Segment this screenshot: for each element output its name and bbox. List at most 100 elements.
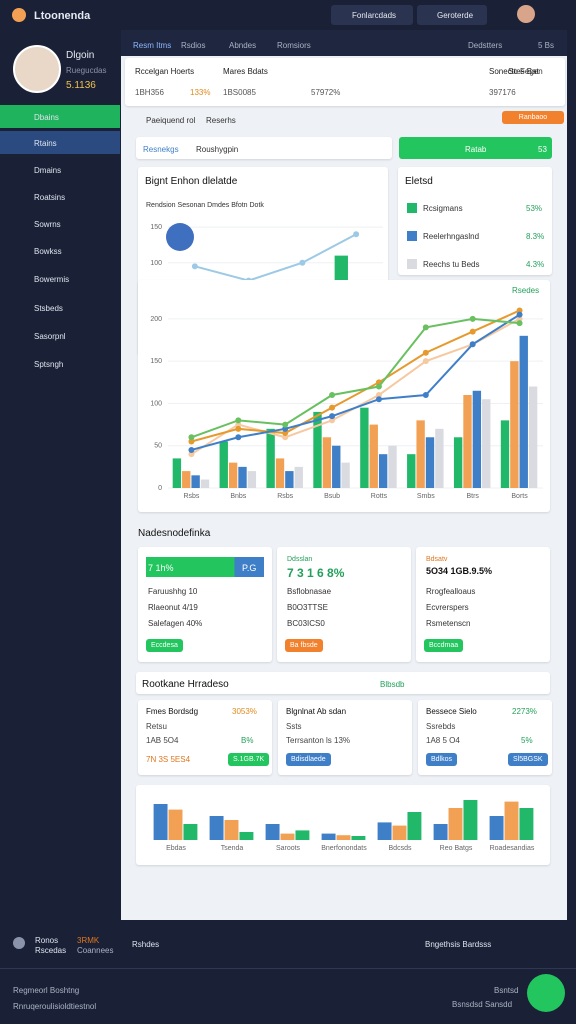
sidebar-label: Dbains bbox=[34, 113, 59, 122]
point bbox=[188, 451, 195, 458]
bar bbox=[448, 808, 463, 840]
bar bbox=[200, 479, 210, 488]
filter-select[interactable] bbox=[136, 137, 392, 159]
bar bbox=[369, 424, 378, 488]
list-swatch bbox=[407, 231, 417, 241]
bar bbox=[433, 824, 448, 840]
card-button[interactable]: Eccdesa bbox=[146, 639, 183, 652]
bar bbox=[407, 454, 416, 488]
search-row-text: Paeiquend rol bbox=[146, 116, 196, 125]
card-line: BC03ICS0 bbox=[287, 619, 325, 628]
bottom-link[interactable]: Rshdes bbox=[132, 940, 160, 949]
point bbox=[299, 259, 306, 266]
x-tick-label: Tsenda bbox=[221, 845, 244, 852]
bar bbox=[416, 420, 425, 488]
bar bbox=[463, 395, 472, 488]
bar bbox=[504, 801, 519, 840]
card-button[interactable]: Ba fbsde bbox=[285, 639, 323, 652]
section2: Fmes Bordsdg 3053% Retsu 1AB 5O4 B% 7N 3S 5ES… bbox=[138, 700, 552, 775]
avatar[interactable] bbox=[517, 5, 535, 23]
user-menu[interactable] bbox=[417, 5, 487, 25]
list-title: Eletsd bbox=[405, 176, 433, 187]
point bbox=[516, 307, 523, 314]
stats: Rccelgan Hoerts 1BH356 133% Mares Bdats 1BS0… bbox=[125, 58, 565, 106]
x-tick-label: Bnerfonondats bbox=[321, 845, 367, 852]
stats-action[interactable]: So Fegen bbox=[508, 67, 543, 76]
card-line: Terrsanton ls 13% bbox=[286, 736, 351, 745]
profile-name: Dlgoin bbox=[66, 50, 95, 61]
footer-left: Rnruqeroulisioldtiestnol bbox=[13, 1002, 97, 1011]
card-button[interactable]: S.1GB.7K bbox=[228, 753, 270, 766]
footer-left: Regmeorl Boshtng bbox=[13, 986, 80, 995]
card-value: 7 3 1 6 8% bbox=[287, 566, 345, 580]
y-tick-label: 50 bbox=[154, 443, 162, 450]
list-label: Reelerhngaslnd bbox=[423, 232, 480, 241]
progress bbox=[146, 557, 264, 577]
filter-count: 53 bbox=[538, 145, 547, 154]
card-line: B0O3TTSE bbox=[287, 603, 328, 612]
section2-header bbox=[136, 672, 550, 694]
card-button[interactable]: Sl5BGSK bbox=[508, 753, 548, 766]
list-label: Rcsigmans bbox=[423, 204, 463, 213]
card-button[interactable]: Bccdmaa bbox=[424, 639, 464, 652]
bar bbox=[377, 822, 392, 840]
user-menu-text: Geroterde bbox=[437, 11, 474, 20]
point bbox=[188, 438, 195, 445]
card-line: Rrogfealloaus bbox=[426, 587, 476, 596]
bar bbox=[168, 809, 183, 840]
point bbox=[329, 413, 336, 420]
x-tick-label: Bsub bbox=[324, 493, 340, 500]
card-tag: P.G bbox=[242, 563, 257, 573]
card-button[interactable]: Bdlkos bbox=[426, 753, 458, 766]
card-head: Blgnlnat Ab sdan bbox=[286, 707, 347, 716]
sidebar-item[interactable] bbox=[0, 131, 120, 154]
card-button[interactable]: Bdisdlaede bbox=[286, 753, 331, 766]
sidebar-label: Sasorpnl bbox=[34, 332, 66, 341]
card-line: Bsflobnasae bbox=[287, 587, 332, 596]
bar bbox=[388, 445, 397, 488]
bottom-icon bbox=[13, 937, 25, 949]
bar bbox=[322, 437, 332, 488]
bar bbox=[435, 428, 444, 488]
tab[interactable]: Resm Itms bbox=[133, 41, 172, 50]
line bbox=[191, 309, 520, 443]
stats-card bbox=[125, 58, 565, 106]
tab-right: 5 Bs bbox=[538, 41, 555, 50]
point bbox=[188, 434, 195, 441]
tab-right: Dedstters bbox=[468, 41, 503, 50]
search-box[interactable] bbox=[331, 5, 413, 25]
stat-value: 57972% bbox=[311, 88, 341, 97]
search-button[interactable]: Ranbaoo bbox=[502, 111, 564, 124]
bar bbox=[238, 466, 247, 488]
sidebar-label: Dmains bbox=[34, 166, 62, 175]
y-tick-label: 100 bbox=[150, 260, 162, 267]
bar bbox=[336, 835, 351, 840]
point bbox=[469, 328, 476, 335]
bar bbox=[351, 836, 366, 840]
bar bbox=[321, 833, 336, 840]
list-value: 53% bbox=[526, 204, 543, 213]
card-line: 5% bbox=[521, 736, 533, 745]
point bbox=[282, 434, 289, 441]
sidebar-label: Roatsins bbox=[34, 193, 66, 202]
decoration bbox=[166, 223, 194, 251]
sidebar-item[interactable] bbox=[0, 105, 120, 128]
bar bbox=[183, 824, 198, 840]
list-swatch bbox=[407, 259, 417, 269]
tab[interactable]: Romsiors bbox=[277, 41, 311, 50]
bottom-mid: Coannees bbox=[77, 946, 114, 955]
bar bbox=[265, 824, 280, 840]
line bbox=[191, 313, 521, 451]
section2-title: Rootkane Hrradeso bbox=[142, 679, 229, 690]
mini-card bbox=[136, 785, 550, 865]
bar bbox=[295, 830, 310, 840]
chat-button[interactable] bbox=[527, 974, 565, 1012]
tab[interactable]: Rsdios bbox=[181, 41, 206, 50]
bottom-right[interactable]: Bngethsis Bardsss bbox=[425, 940, 492, 949]
filter-button[interactable] bbox=[399, 137, 552, 159]
point bbox=[282, 421, 289, 428]
x-tick-label: Roadesandias bbox=[490, 845, 535, 852]
bar bbox=[407, 812, 422, 840]
point bbox=[516, 320, 523, 327]
tab[interactable]: Abndes bbox=[229, 41, 257, 50]
